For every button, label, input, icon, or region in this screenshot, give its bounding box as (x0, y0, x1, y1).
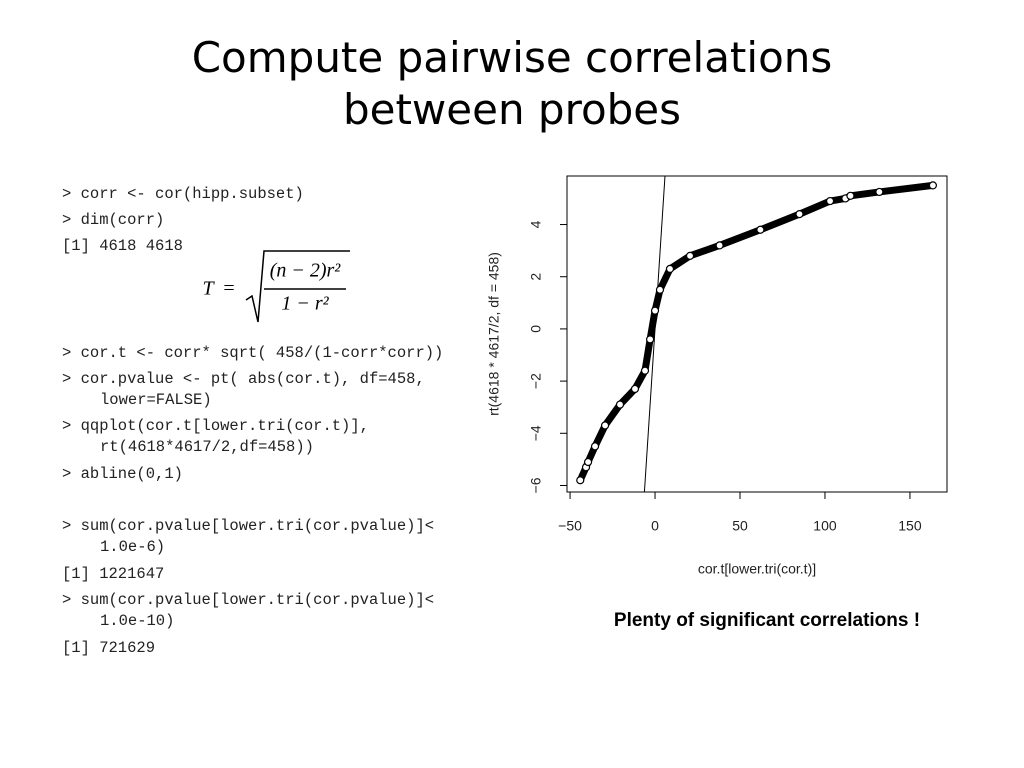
code-line: rt(4618*4617/2,df=458)) (100, 438, 314, 456)
code-entry: > corr <- cor(hipp.subset) (62, 184, 304, 205)
x-tick-label: −50 (558, 518, 582, 534)
plot-frame (566, 175, 948, 493)
y-tick-label: 0 (528, 325, 544, 333)
code-line: [1] 721629 (62, 639, 156, 657)
y-tick-label: −2 (528, 373, 544, 389)
qq-point (630, 384, 640, 394)
slide-title: Compute pairwise correlations between pr… (0, 32, 1024, 136)
code-line: > sum(cor.pvalue[lower.tri(cor.pvalue)]< (62, 591, 435, 609)
qq-point (825, 196, 835, 206)
code-line: 1.0e-10) (100, 612, 175, 630)
y-axis-label: rt(4618 * 4617/2, df = 458) (486, 252, 502, 416)
code-entry: > sum(cor.pvalue[lower.tri(cor.pvalue)]<… (62, 516, 434, 558)
qq-point (685, 251, 695, 260)
x-tick-label: 100 (813, 518, 837, 534)
title-line: Compute pairwise correlations (191, 33, 833, 82)
code-line: > sum(cor.pvalue[lower.tri(cor.pvalue)]< (62, 517, 435, 535)
y-tick-label: −4 (528, 425, 544, 441)
qq-point (665, 264, 675, 273)
code-entry: > sum(cor.pvalue[lower.tri(cor.pvalue)]<… (62, 590, 434, 632)
qq-point (928, 181, 937, 190)
radical (245, 250, 350, 323)
y-tick-label: 2 (528, 273, 544, 281)
formula-equals: = (223, 278, 234, 300)
qq-point (715, 241, 724, 250)
qq-point (795, 209, 804, 219)
qq-point (583, 457, 593, 467)
qq-point (756, 225, 765, 234)
y-tick-label: −6 (528, 477, 544, 493)
code-entry: > qqplot(cor.t[lower.tri(cor.t)], rt(4618… (62, 416, 369, 458)
code-line: > qqplot(cor.t[lower.tri(cor.t)], (62, 417, 369, 435)
qq-point (590, 442, 600, 451)
code-entry: > dim(corr) (62, 210, 164, 231)
x-tick-label: 0 (651, 518, 659, 534)
code-line: > dim(corr) (62, 211, 165, 229)
qq-point (640, 366, 650, 375)
code-entry: > cor.pvalue <- pt( abs(cor.t), df=458, l… (62, 369, 425, 411)
qq-point (875, 187, 884, 197)
x-axis-label: cor.t[lower.tri(cor.t)] (698, 561, 816, 577)
code-line: lower=FALSE) (100, 391, 212, 409)
code-entry: > cor.t <- corr* sqrt( 458/(1-corr*corr)… (62, 343, 443, 364)
abline (643, 176, 666, 492)
code-line: > cor.pvalue <- pt( abs(cor.t), df=458, (62, 370, 425, 388)
qq-point (600, 421, 610, 430)
code-line: > corr <- cor(hipp.subset) (62, 185, 304, 203)
x-tick-label: 50 (732, 518, 748, 534)
caption: Plenty of significant correlations ! (614, 610, 920, 631)
code-line: 1.0e-6) (100, 538, 166, 556)
formula-numerator: (n − 2)r² (270, 260, 342, 282)
formula-lhs: T (202, 278, 215, 300)
code-line: > cor.t <- corr* sqrt( 458/(1-corr*corr)… (62, 344, 444, 362)
code-entry: [1] 4618 4618 (62, 236, 183, 257)
code-line: [1] 1221647 (62, 565, 165, 583)
y-tick-label: 4 (528, 220, 544, 228)
qq-point (846, 191, 855, 200)
title-line: between probes (342, 85, 682, 134)
x-tick-label: 150 (898, 518, 922, 534)
qq-point (615, 400, 625, 409)
qq-point (576, 476, 585, 485)
code-line: > abline(0,1) (62, 465, 183, 483)
qq-point (646, 335, 655, 344)
code-entry: > abline(0,1) (62, 464, 183, 485)
formula-denominator: 1 − r² (281, 293, 329, 315)
code-entry: [1] 1221647 (62, 564, 164, 585)
code-entry: [1] 721629 (62, 638, 155, 659)
code-line: [1] 4618 4618 (62, 237, 183, 255)
qq-point (655, 285, 665, 294)
qq-point (650, 306, 660, 315)
